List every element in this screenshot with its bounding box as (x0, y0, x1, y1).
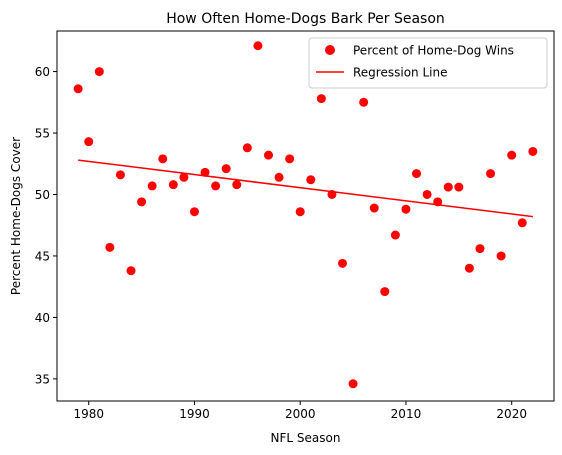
data-point (359, 97, 369, 107)
data-point (274, 172, 284, 182)
regression-line (78, 159, 533, 218)
data-point (433, 197, 443, 207)
legend: Percent of Home-Dog Wins Regression Line (308, 37, 548, 89)
data-point (380, 287, 390, 297)
x-tick-label: 2010 (391, 407, 422, 421)
data-point (126, 266, 136, 276)
data-point (221, 164, 231, 174)
data-point (517, 218, 527, 228)
data-point (348, 379, 358, 389)
x-tick-label: 1990 (179, 407, 210, 421)
data-point (211, 181, 221, 191)
data-point (401, 204, 411, 214)
x-tick-marks (88, 401, 513, 405)
x-tick-label: 2020 (496, 407, 527, 421)
data-point (390, 230, 400, 240)
data-point (158, 154, 168, 164)
data-point (232, 180, 242, 190)
data-point (137, 197, 147, 207)
y-tick-label: 60 (35, 65, 50, 79)
y-tick-label: 55 (35, 127, 50, 141)
data-point (338, 258, 348, 268)
x-tick-label: 1980 (73, 407, 104, 421)
data-point (253, 41, 263, 51)
data-point (84, 137, 94, 147)
data-point (369, 203, 379, 213)
data-point (486, 169, 496, 179)
x-axis-label: NFL Season (271, 431, 341, 445)
data-point (200, 167, 210, 177)
data-point (454, 182, 464, 192)
data-point (327, 189, 337, 199)
legend-label-line: Regression Line (353, 66, 447, 80)
data-point (94, 67, 104, 77)
chart-title: How Often Home-Dogs Bark Per Season (166, 11, 445, 27)
legend-box (308, 37, 548, 89)
data-point (179, 172, 189, 182)
y-axis-label: Percent Home-Dogs Cover (9, 137, 23, 295)
data-point (263, 150, 273, 160)
data-point (412, 169, 422, 179)
data-point (528, 146, 538, 156)
data-point (464, 263, 474, 273)
data-point (306, 175, 316, 185)
y-tick-label: 35 (35, 372, 50, 386)
data-point (422, 189, 432, 199)
data-point (147, 181, 157, 191)
plot-area-frame (56, 30, 555, 402)
y-tick-marks (53, 71, 57, 380)
data-points (73, 41, 538, 389)
y-tick-label: 45 (35, 249, 50, 263)
data-point (475, 244, 485, 254)
x-tick-labels: 1980 1990 2000 2010 2020 (73, 407, 527, 421)
y-tick-label: 50 (35, 188, 50, 202)
regression-line-group (78, 159, 533, 218)
data-point (295, 207, 305, 217)
data-point (168, 180, 178, 190)
x-tick-label: 2000 (285, 407, 316, 421)
y-tick-labels: 35 40 45 50 55 60 (35, 65, 50, 386)
data-point (105, 242, 115, 252)
data-point (115, 170, 125, 180)
legend-label-scatter: Percent of Home-Dog Wins (353, 44, 514, 58)
y-tick-label: 40 (35, 311, 50, 325)
data-point (316, 94, 326, 104)
data-point (73, 84, 83, 94)
data-point (242, 143, 252, 153)
data-point (189, 207, 199, 217)
data-point (443, 182, 453, 192)
data-point (496, 251, 506, 261)
legend-marker-scatter (325, 45, 335, 55)
data-point (285, 154, 295, 164)
data-point (507, 150, 517, 160)
